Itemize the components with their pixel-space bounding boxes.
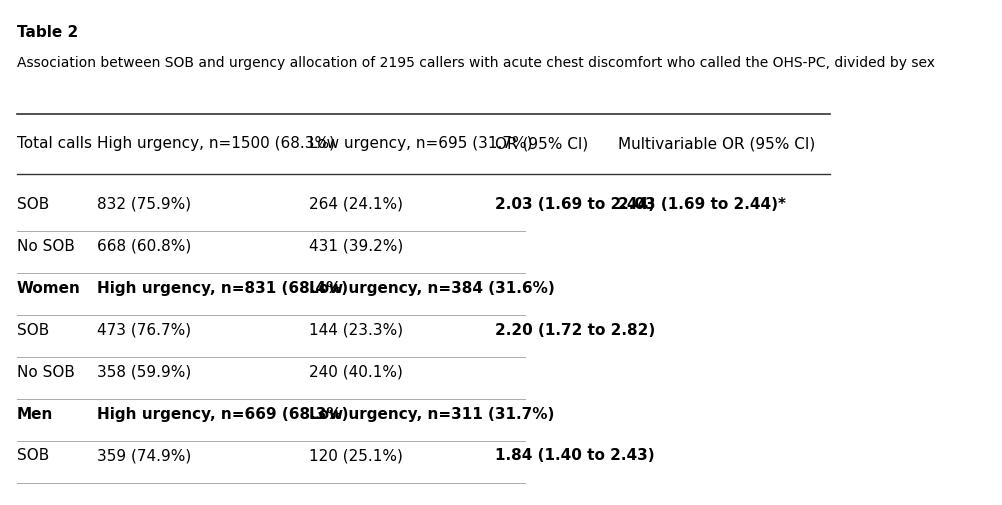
Text: SOB: SOB [17,448,49,464]
Text: High urgency, n=1500 (68.3%): High urgency, n=1500 (68.3%) [97,136,335,152]
Text: Total calls: Total calls [17,136,92,152]
Text: No SOB: No SOB [17,239,75,254]
Text: SOB: SOB [17,197,49,212]
Text: 2.03 (1.69 to 2.44): 2.03 (1.69 to 2.44) [495,197,654,212]
Text: No SOB: No SOB [17,365,75,380]
Text: 2.20 (1.72 to 2.82): 2.20 (1.72 to 2.82) [495,323,655,338]
Text: 240 (40.1%): 240 (40.1%) [309,365,403,380]
Text: Table 2: Table 2 [17,25,78,40]
Text: 2.03 (1.69 to 2.44)*: 2.03 (1.69 to 2.44)* [617,197,786,212]
Text: Low urgency, n=695 (31.7%): Low urgency, n=695 (31.7%) [309,136,532,152]
Text: Men: Men [17,407,53,422]
Text: 264 (24.1%): 264 (24.1%) [309,197,403,212]
Text: 1.84 (1.40 to 2.43): 1.84 (1.40 to 2.43) [495,448,654,464]
Text: OR (95% CI): OR (95% CI) [495,136,588,152]
Text: High urgency, n=831 (68.4%): High urgency, n=831 (68.4%) [97,281,348,296]
Text: 668 (60.8%): 668 (60.8%) [97,239,191,254]
Text: SOB: SOB [17,323,49,338]
Text: 144 (23.3%): 144 (23.3%) [309,323,403,338]
Text: 358 (59.9%): 358 (59.9%) [97,365,191,380]
Text: 473 (76.7%): 473 (76.7%) [97,323,191,338]
Text: 431 (39.2%): 431 (39.2%) [309,239,403,254]
Text: Association between SOB and urgency allocation of 2195 callers with acute chest : Association between SOB and urgency allo… [17,56,934,70]
Text: High urgency, n=669 (68.3%): High urgency, n=669 (68.3%) [97,407,349,422]
Text: Low urgency, n=311 (31.7%): Low urgency, n=311 (31.7%) [309,407,554,422]
Text: 359 (74.9%): 359 (74.9%) [97,448,191,464]
Text: Multivariable OR (95% CI): Multivariable OR (95% CI) [617,136,815,152]
Text: Women: Women [17,281,81,296]
Text: 832 (75.9%): 832 (75.9%) [97,197,191,212]
Text: Low urgency, n=384 (31.6%): Low urgency, n=384 (31.6%) [309,281,554,296]
Text: 120 (25.1%): 120 (25.1%) [309,448,403,464]
